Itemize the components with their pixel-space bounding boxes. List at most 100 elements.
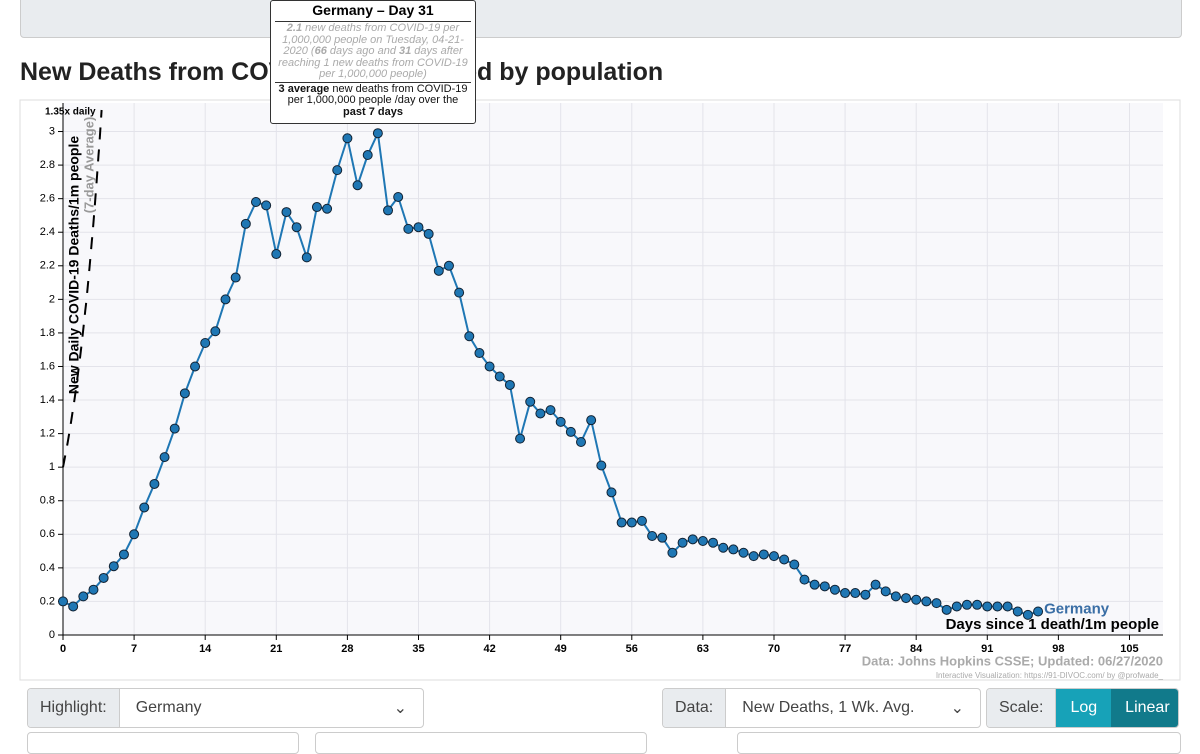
data-point	[1002, 601, 1013, 612]
data-select[interactable]: Data: New Deaths, 1 Wk. Avg. ⌄	[662, 688, 981, 728]
data-point	[748, 551, 759, 562]
data-point	[687, 534, 698, 545]
data-point	[697, 536, 708, 547]
data-point	[738, 547, 749, 558]
y-tick-label: 3	[49, 125, 55, 137]
tooltip-text: past 7 days	[343, 105, 403, 118]
data-point	[1022, 609, 1033, 620]
data-point	[606, 487, 617, 498]
data-point	[58, 596, 68, 607]
data-point	[504, 379, 515, 390]
data-point	[870, 579, 881, 590]
data-point	[1012, 606, 1023, 617]
data-point	[372, 128, 383, 139]
plot-area	[63, 103, 1163, 635]
data-point	[789, 559, 800, 570]
x-tick-label: 28	[341, 643, 353, 655]
chart-frame	[19, 99, 1181, 681]
y-tick-label: 1.8	[40, 327, 55, 339]
highlight-select[interactable]: Highlight: Germany ⌄	[27, 688, 424, 728]
data-point	[342, 133, 353, 144]
log-button[interactable]: Log	[1056, 689, 1112, 727]
data-point	[555, 416, 566, 427]
data-point	[657, 532, 668, 543]
data-point	[535, 408, 546, 419]
data-point	[951, 601, 962, 612]
data-point	[271, 249, 282, 260]
y-tick-label: 1.6	[40, 360, 55, 372]
caret: ⌄	[950, 700, 964, 717]
select[interactable]: Germany ⌄	[120, 689, 423, 727]
data-point	[1033, 606, 1044, 617]
data-point	[880, 586, 891, 597]
x-tick-label: 56	[626, 643, 638, 655]
data-point	[240, 218, 251, 229]
data-point	[311, 202, 322, 213]
select[interactable]: New Deaths, 1 Wk. Avg. ⌄	[726, 689, 980, 727]
data-point	[576, 437, 587, 448]
data-point	[799, 574, 810, 585]
control	[27, 732, 299, 754]
data-point	[179, 388, 190, 399]
label: Highlight:	[28, 689, 120, 727]
data-point	[708, 537, 719, 548]
x-tick-label: 63	[697, 643, 709, 655]
tooltip-text: days after reaching 1 new deaths from CO…	[278, 45, 468, 80]
x-tick-label: 98	[1052, 643, 1064, 655]
data-point	[474, 348, 485, 359]
data-point	[718, 542, 729, 553]
data-point	[626, 517, 637, 528]
data-point	[494, 371, 505, 382]
data-point	[758, 549, 769, 560]
data-point	[454, 287, 465, 298]
data-point	[809, 579, 820, 590]
y-tick-label: 2.8	[40, 159, 55, 171]
data-point	[860, 589, 871, 600]
label: Data:	[663, 689, 727, 727]
data-point	[515, 433, 526, 444]
data-point	[565, 426, 576, 437]
chart: 0 0.2 0.4 0.6 0.8 1 1.2 1.4 1.6 1.8 2 2.2 2.4 2.6 2.8 3…	[19, 99, 1181, 681]
series-label: Germany	[1044, 600, 1110, 617]
caret: ⌄	[393, 700, 407, 717]
page: New Deaths from COVID-19, normalized by …	[19, 0, 1182, 754]
tooltip-text: new deaths from COVID-19 per 1,000,000 p…	[282, 22, 464, 57]
credit: Interactive Visualization: https://91-DI…	[936, 671, 1164, 680]
x-tick-label: 14	[199, 643, 212, 655]
tooltip-text: new deaths from COVID-19 per 1,000,000 p…	[287, 82, 468, 106]
tooltip-title: Germany – Day 31	[275, 2, 471, 22]
data-point	[829, 584, 840, 595]
data-point	[169, 423, 180, 434]
data-point	[108, 561, 119, 572]
data-point	[992, 601, 1003, 612]
x-tick-label: 49	[555, 643, 567, 655]
data-point	[484, 361, 495, 372]
y-tick-label: 0.8	[40, 495, 55, 507]
data-point	[768, 551, 779, 562]
x-tick-label: 0	[60, 643, 66, 655]
data-point	[616, 517, 627, 528]
data-point	[98, 572, 109, 583]
data-point	[159, 452, 170, 463]
data-point	[352, 180, 363, 191]
y-tick-label: 0	[49, 629, 55, 641]
data-point	[149, 478, 160, 489]
data-point	[200, 337, 211, 348]
data-point	[332, 165, 343, 176]
data-point	[443, 260, 454, 271]
y-tick-label: 2.2	[40, 260, 55, 272]
data-point	[972, 599, 983, 610]
linear-button[interactable]: Linear	[1111, 689, 1178, 727]
data-point	[921, 596, 932, 607]
data-point	[941, 604, 952, 615]
data-point	[890, 591, 901, 602]
data-point	[961, 599, 972, 610]
data-point	[129, 529, 140, 540]
x-tick-label: 42	[483, 643, 495, 655]
x-tick-label: 70	[768, 643, 780, 655]
data-point	[982, 601, 993, 612]
y-tick-label: 0.6	[40, 528, 55, 540]
data-point	[393, 191, 404, 202]
data-point	[190, 361, 201, 372]
data-point	[464, 331, 475, 342]
